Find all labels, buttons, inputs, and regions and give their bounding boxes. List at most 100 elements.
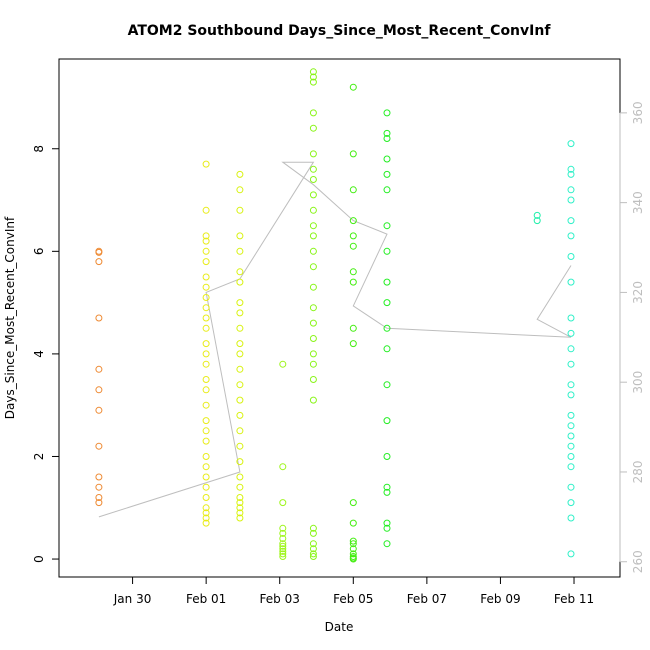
data-point [236,299,244,307]
data-point [202,483,210,491]
data-point [533,217,541,225]
data-point [236,247,244,255]
data-point [202,504,210,512]
data-point [383,186,391,194]
y-axis-label: Days_Since_Most_Recent_ConvInf [3,216,17,419]
data-point [567,514,575,522]
data-point [309,360,317,368]
data-point [383,278,391,286]
plot-frame [58,58,621,578]
data-point [349,217,357,225]
x-tick-label: Feb 09 [480,592,520,606]
data-point [202,494,210,501]
data-point [567,499,575,507]
data-point [309,78,317,86]
data-point [236,509,244,517]
data-point [202,273,210,281]
data-point [567,463,575,471]
data-point [202,519,210,527]
data-point [202,294,210,301]
y2-tick-label: 280 [631,461,645,484]
data-point [309,73,317,81]
data-point [202,514,210,522]
data-point [567,232,575,240]
data-point [279,499,287,507]
data-point [95,258,103,266]
data-point [383,488,391,496]
data-point [202,437,210,445]
data-point [202,360,210,368]
data-point [567,314,575,322]
data-point [383,540,391,548]
data-point [236,186,244,194]
data-point [567,329,575,337]
y-tick-label: 8 [32,145,46,153]
data-point [202,283,210,291]
data-point [202,350,210,358]
y-axis-left: 0 2 4 6 8 [32,145,60,563]
data-point [383,109,391,117]
data-point [349,232,357,240]
data-point [349,519,357,527]
x-tick-label: Feb 07 [407,592,447,606]
data-point [236,381,244,389]
data-point [567,196,575,204]
data-point [236,458,244,466]
data-point [567,140,575,148]
data-point [309,350,317,358]
data-point [309,247,317,255]
data-point [202,324,210,332]
data-point [236,396,244,404]
data-point [383,345,391,353]
data-point [309,150,317,158]
data-point [236,170,244,178]
data-point [279,540,287,548]
data-point [236,278,244,286]
data-point [279,463,287,471]
data-point [309,376,317,383]
data-point [95,442,103,450]
data-point [309,545,317,553]
data-point [567,381,575,389]
data-point [95,248,103,256]
data-point [95,499,103,507]
data-point [567,345,575,353]
data-point [236,514,244,522]
data-point [279,524,287,532]
data-point [202,237,210,245]
data-point [309,396,317,404]
data-point [95,473,103,481]
data-point [309,222,317,230]
data-point [202,314,210,322]
y-tick-label: 4 [32,350,46,358]
data-point [349,324,357,332]
data-point [349,555,357,563]
data-point [309,335,317,342]
data-point [309,68,317,76]
data-point [383,453,391,460]
data-point [236,232,244,240]
data-point [236,340,244,348]
data-point [383,519,391,527]
data-point [309,109,317,117]
data-point [383,417,391,425]
data-point [202,401,210,409]
data-point [567,186,575,194]
y2-tick-label: 320 [631,281,645,304]
data-point [383,524,391,532]
data-point [567,165,575,173]
data-point [309,550,317,558]
y-tick-label: 6 [32,248,46,256]
data-point [309,176,317,183]
data-point [349,340,357,348]
data-point [567,550,575,558]
x-tick-label: Jan 30 [113,592,152,606]
data-point [383,129,391,137]
data-point [349,278,357,286]
data-point [383,155,391,163]
data-point [309,304,317,312]
data-point [202,473,210,481]
x-tick-label: Feb 03 [260,592,300,606]
data-point [236,324,244,332]
